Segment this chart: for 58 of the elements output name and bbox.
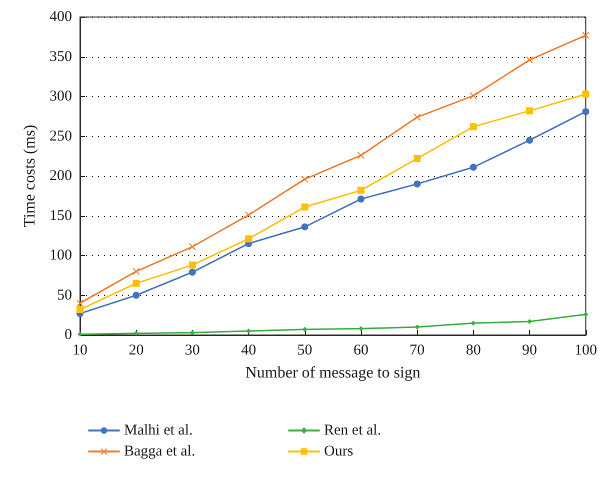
point [301, 176, 308, 183]
point [78, 332, 82, 337]
point [245, 211, 252, 218]
x-axis-title: Number of message to sign [245, 364, 420, 382]
point [188, 262, 196, 269]
point [414, 155, 421, 162]
y-tick-label: 400 [50, 9, 72, 25]
point [582, 90, 590, 98]
point [301, 223, 308, 230]
point [132, 292, 140, 299]
x-tick-label: 20 [128, 342, 144, 358]
y-tick-label: 150 [50, 208, 72, 224]
point [302, 326, 308, 332]
legend-label: Bagga et al. [124, 444, 196, 460]
x-tick-label: 100 [574, 342, 597, 358]
point [526, 136, 534, 144]
point [470, 92, 477, 100]
y-tick-label: 350 [50, 48, 72, 65]
point [526, 56, 534, 64]
point [188, 268, 196, 276]
point [357, 186, 364, 194]
point [414, 114, 421, 121]
x-tick-label: 70 [410, 342, 425, 358]
legend-label: Malhi et al. [124, 422, 193, 438]
x-tick-label: 30 [184, 342, 200, 358]
point [132, 268, 140, 275]
x-tick-label: 80 [466, 342, 481, 358]
point [245, 235, 252, 242]
x-tick-label: 50 [297, 342, 312, 358]
y-tick-label: 50 [57, 287, 72, 304]
point [583, 312, 588, 317]
x-tick-label: 40 [241, 342, 256, 358]
point [357, 152, 364, 159]
x-tick-label: 10 [72, 342, 88, 358]
point [301, 204, 308, 211]
point [582, 32, 590, 39]
y-tick-label: 100 [50, 248, 72, 264]
point [76, 300, 84, 307]
x-tick-label: 90 [522, 342, 538, 358]
point [76, 306, 84, 314]
point [132, 280, 140, 287]
point [357, 196, 364, 203]
point [414, 324, 420, 330]
y-tick-label: 250 [50, 128, 72, 144]
point [188, 243, 196, 250]
x-tick-label: 60 [353, 342, 368, 358]
legend-label: Ours [324, 444, 354, 460]
y-axis-title: Time costs (ms) [22, 124, 38, 228]
point [470, 164, 477, 171]
y-tick-label: 200 [50, 168, 72, 184]
legend-label: Ren et al. [324, 422, 382, 438]
y-tick-label: 0 [64, 327, 72, 343]
point [526, 107, 534, 114]
point [470, 123, 477, 130]
point [134, 330, 139, 336]
point [414, 180, 421, 188]
point [582, 108, 590, 116]
y-tick-label: 300 [50, 88, 72, 104]
